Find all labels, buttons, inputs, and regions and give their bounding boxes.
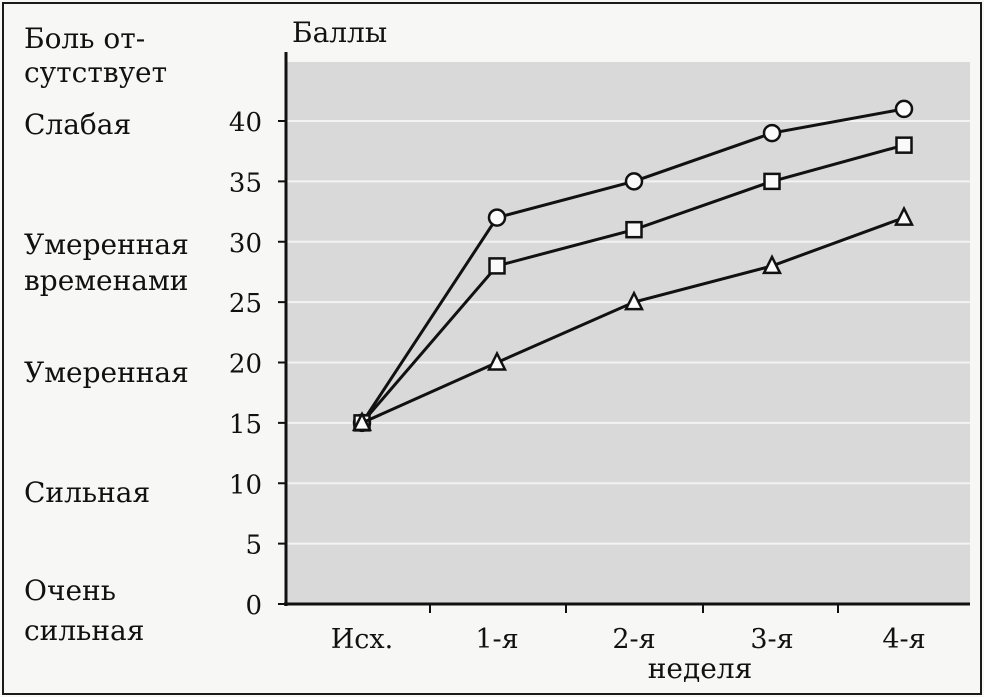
data-point-triangle: [623, 290, 645, 311]
x-tick-label: 4-я: [882, 624, 925, 655]
y-tick-label: 30: [229, 229, 262, 259]
y-axis-label: Баллы: [292, 16, 387, 49]
data-point-circle: [487, 208, 507, 227]
series-layer: [351, 99, 915, 433]
gridlines: [286, 120, 970, 545]
y-tick-labels: 0 5 10 15 20 25 30 35 40: [229, 108, 262, 621]
data-point-circle: [894, 99, 914, 119]
y-tick-label: 20: [229, 350, 262, 380]
data-point-triangle: [486, 350, 508, 371]
y-tick-label: 40: [229, 108, 262, 138]
pain-scale-label: Сильная: [24, 476, 150, 509]
data-point-square: [895, 136, 913, 154]
data-point-square: [763, 172, 781, 191]
plot-area: [286, 62, 970, 604]
pain-scale-label: сильная: [24, 614, 144, 647]
data-point-square: [625, 220, 643, 239]
pain-scale-label: Умеренная: [24, 228, 189, 261]
data-point-triangle: [893, 205, 915, 226]
data-point-circle: [624, 172, 644, 191]
pain-scale-label: сутствует: [24, 56, 167, 89]
pain-scale-labels: Боль от-сутствуетСлабаяУмереннаявременам…: [24, 22, 189, 647]
pain-scale-label: Боль от-: [24, 22, 145, 55]
x-axis-label: неделя: [648, 652, 753, 685]
x-tick-label: Исх.: [331, 624, 393, 655]
axes: [278, 52, 970, 613]
y-tick-label: 25: [229, 289, 262, 319]
pain-scale-label: Очень: [24, 574, 116, 607]
data-point-circle: [762, 123, 782, 143]
series-triangle: [351, 205, 915, 432]
x-tick-label: 3-я: [750, 624, 793, 655]
y-tick-label: 5: [245, 531, 262, 561]
x-tick-labels: Исх. 1-я 2-я 3-я 4-я: [331, 624, 926, 655]
y-tick-label: 10: [229, 470, 262, 500]
y-tick-label: 35: [229, 168, 262, 198]
x-tick-label: 2-я: [612, 624, 655, 655]
x-tick-label: 1-я: [475, 624, 518, 655]
y-tick-label: 15: [229, 410, 262, 440]
data-point-square: [488, 257, 506, 275]
pain-scale-label: Умеренная: [24, 356, 189, 389]
pain-scale-label: Слабая: [24, 108, 131, 141]
data-point-triangle: [761, 254, 783, 275]
pain-scale-label: временами: [24, 264, 188, 297]
y-tick-label: 0: [245, 591, 262, 621]
data-point-triangle: [351, 411, 373, 432]
